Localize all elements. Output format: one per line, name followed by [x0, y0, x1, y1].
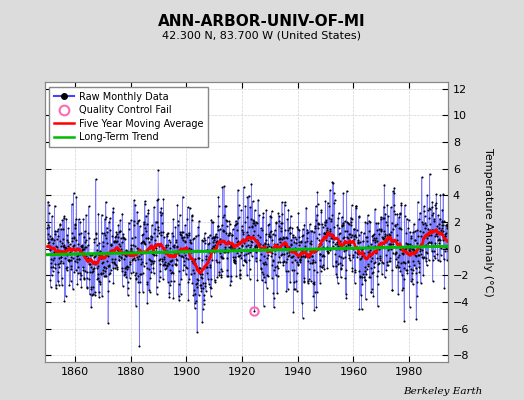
- Text: ANN-ARBOR-UNIV-OF-MI: ANN-ARBOR-UNIV-OF-MI: [158, 14, 366, 29]
- Text: Berkeley Earth: Berkeley Earth: [403, 387, 482, 396]
- Y-axis label: Temperature Anomaly (°C): Temperature Anomaly (°C): [483, 148, 493, 296]
- Text: 42.300 N, 83.700 W (United States): 42.300 N, 83.700 W (United States): [162, 30, 362, 40]
- Legend: Raw Monthly Data, Quality Control Fail, Five Year Moving Average, Long-Term Tren: Raw Monthly Data, Quality Control Fail, …: [49, 87, 208, 147]
